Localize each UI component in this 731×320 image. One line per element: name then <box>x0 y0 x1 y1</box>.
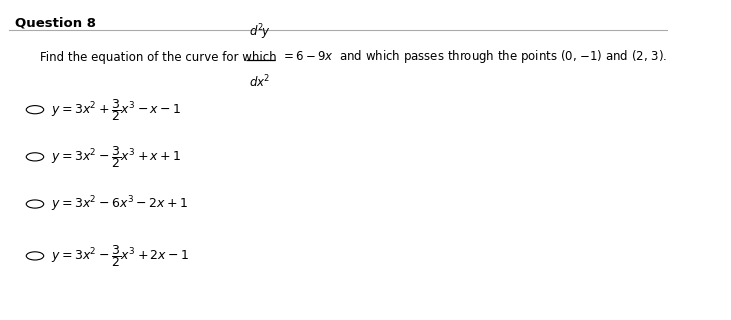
Text: $y=3x^2-\dfrac{3}{2}x^3+2x-1$: $y=3x^2-\dfrac{3}{2}x^3+2x-1$ <box>51 243 189 269</box>
Text: $y=3x^2-6x^3-2x+1$: $y=3x^2-6x^3-2x+1$ <box>51 194 188 214</box>
Text: $dx^2$: $dx^2$ <box>249 74 270 90</box>
Text: $=6-9x$  and which passes through the points (0, −1) and (2, 3).: $=6-9x$ and which passes through the poi… <box>281 48 667 65</box>
Text: Question 8: Question 8 <box>15 17 96 30</box>
Text: Find the equation of the curve for which: Find the equation of the curve for which <box>39 51 276 64</box>
Text: $y=3x^2+\dfrac{3}{2}x^3-x-1$: $y=3x^2+\dfrac{3}{2}x^3-x-1$ <box>51 97 181 123</box>
Text: $d^2\!y$: $d^2\!y$ <box>249 22 270 42</box>
Text: $y=3x^2-\dfrac{3}{2}x^3+x+1$: $y=3x^2-\dfrac{3}{2}x^3+x+1$ <box>51 144 181 170</box>
